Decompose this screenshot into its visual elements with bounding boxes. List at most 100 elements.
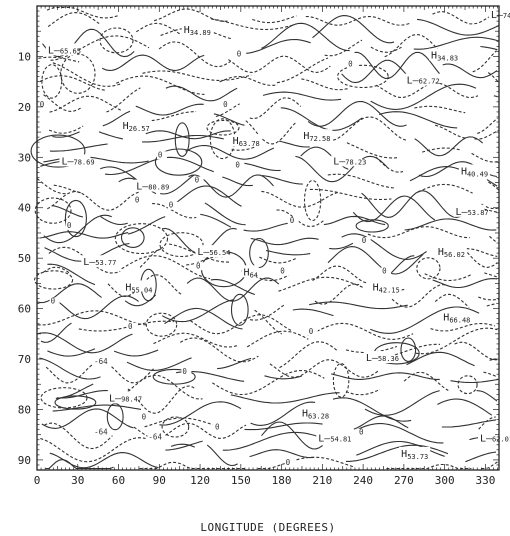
contour-value-label: 0 — [40, 100, 45, 109]
positive-contour — [330, 372, 440, 380]
negative-contour — [40, 437, 146, 463]
contour-cell — [152, 368, 196, 385]
contour-value-label: 0 — [223, 100, 228, 109]
contour-label-mask — [234, 161, 245, 170]
contour-label-mask — [127, 322, 138, 331]
negative-contour — [141, 111, 197, 122]
extremum-value: 34.83 — [437, 54, 458, 62]
extremum-kind: L— — [491, 10, 504, 21]
positive-contour — [42, 28, 135, 58]
negative-contour — [180, 337, 259, 363]
extremum-value: 53.77 — [95, 259, 116, 267]
positive-contour — [292, 308, 334, 317]
positive-contour — [160, 174, 195, 195]
negative-contour — [434, 124, 466, 139]
extremum-kind: L— — [136, 182, 149, 193]
positive-contour — [52, 131, 80, 138]
positive-contour — [47, 348, 96, 357]
contour-label-mask — [93, 428, 112, 437]
extremum-label: L—65.65 — [48, 45, 81, 56]
contour-cell — [120, 227, 145, 248]
x-tick-label: 210 — [312, 474, 332, 487]
y-tick-label: 70 — [18, 353, 31, 366]
extremum-label: L—74.56 — [491, 10, 510, 21]
positive-contour — [353, 415, 409, 430]
contour-cell — [40, 387, 88, 409]
negative-contour — [47, 191, 140, 211]
negative-contour — [375, 156, 404, 173]
negative-contour — [249, 304, 285, 321]
negative-contour — [489, 235, 497, 243]
positive-contour — [406, 351, 475, 367]
positive-contour — [52, 205, 84, 218]
negative-contour — [106, 87, 141, 113]
negative-contour — [246, 330, 309, 348]
contour-cell — [34, 270, 74, 290]
positive-contour — [354, 51, 440, 79]
positive-contour — [98, 131, 124, 140]
negative-contour — [430, 322, 496, 332]
negative-contour — [249, 97, 302, 120]
extremum-kind: L— — [480, 434, 493, 445]
x-tick-label: 330 — [475, 474, 495, 487]
positive-contour — [465, 451, 497, 463]
y-tick-label: 20 — [18, 101, 31, 114]
negative-contour — [384, 34, 443, 58]
contour-cell — [60, 53, 96, 94]
positive-contour — [329, 242, 354, 250]
contour-cell — [41, 64, 63, 99]
positive-contour — [145, 130, 231, 140]
negative-contour — [52, 62, 122, 87]
negative-contour — [386, 463, 472, 470]
contour-label-mask — [284, 458, 295, 467]
contour-cell — [114, 223, 169, 255]
positive-contour — [37, 283, 102, 304]
contour-label-mask — [65, 221, 76, 230]
positive-contour — [161, 299, 234, 323]
negative-contour — [414, 105, 466, 114]
positive-contour — [278, 140, 310, 148]
extremum-label: L—53.77 — [83, 257, 116, 268]
positive-contour — [37, 332, 133, 354]
negative-contour — [50, 35, 150, 61]
extremum-value: 64 — [250, 271, 258, 279]
contour-cell — [355, 219, 389, 233]
extremum-kind: H — [184, 25, 190, 36]
positive-contour — [486, 179, 498, 187]
contour-value-label: 0 — [67, 221, 72, 230]
positive-contour — [104, 156, 214, 176]
negative-contour — [47, 12, 100, 28]
extremum-kind: H — [244, 267, 250, 278]
positive-contour — [352, 195, 436, 223]
positive-contour — [102, 110, 131, 127]
contour-label-mask — [235, 50, 246, 59]
extremum-value: 63.78 — [239, 140, 260, 148]
negative-contour — [49, 95, 122, 113]
y-tick-label: 30 — [18, 151, 31, 164]
negative-contour — [231, 146, 256, 151]
positive-contour — [164, 307, 243, 330]
positive-contour — [101, 54, 205, 71]
negative-contour — [259, 256, 297, 264]
negative-contour — [422, 147, 460, 153]
extremum-value: 63.28 — [308, 413, 329, 421]
extremum-value: 53.73 — [407, 453, 428, 461]
extremum-value: 98.47 — [121, 395, 142, 403]
positive-contour — [185, 144, 275, 160]
contour-value-label: -64 — [148, 433, 162, 442]
negative-contour — [46, 6, 119, 19]
negative-contour — [370, 46, 402, 53]
positive-contour — [170, 443, 195, 448]
negative-contour — [301, 78, 350, 91]
positive-contour — [200, 213, 232, 228]
extremum-value: 40.49 — [467, 170, 488, 178]
x-tick-label: 270 — [394, 474, 414, 487]
extremum-value: 56.54 — [209, 249, 230, 257]
negative-contour — [478, 416, 496, 430]
negative-contour — [241, 270, 289, 282]
extremum-mask — [299, 406, 331, 419]
extremum-kind: L— — [109, 393, 122, 404]
extremum-kind: L— — [333, 156, 346, 167]
extremum-mask — [301, 129, 333, 142]
extremum-label: L—53.87 — [456, 207, 489, 218]
